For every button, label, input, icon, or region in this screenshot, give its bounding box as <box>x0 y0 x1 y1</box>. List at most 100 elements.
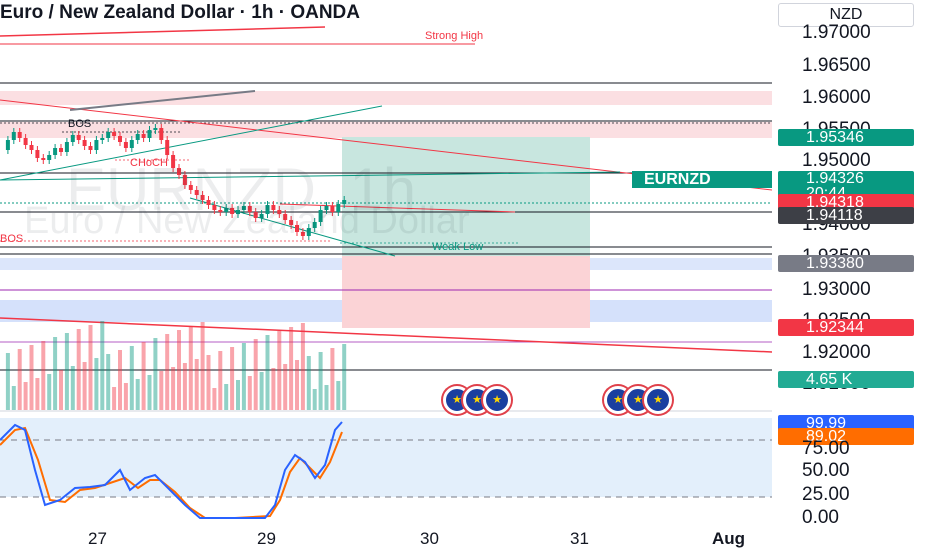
candle-body <box>11 132 16 140</box>
candle-body <box>35 150 40 158</box>
stoch-d-badge: 89.02 <box>778 428 914 445</box>
candle-body <box>259 214 264 218</box>
candle-body <box>324 206 329 210</box>
volume-bar <box>188 326 193 410</box>
level-red-badge: 1.94318 <box>778 194 914 211</box>
eu-flag-icon[interactable]: ★ <box>483 386 511 414</box>
volume-bar <box>295 360 299 410</box>
candle-body <box>300 232 305 236</box>
candle-body <box>306 228 311 236</box>
candle-body <box>177 168 181 175</box>
position-profit-area[interactable] <box>342 137 590 256</box>
volume-bar <box>123 383 128 410</box>
volume-bar <box>47 374 52 410</box>
candle-body <box>336 204 341 212</box>
time-label: 29 <box>257 529 276 548</box>
volume-bar <box>118 350 122 410</box>
volume-bar <box>230 347 235 410</box>
volume-bar <box>182 363 187 410</box>
volume-bar <box>129 346 134 410</box>
lower-level-badge: 1.92344 <box>778 319 914 336</box>
volume-bar <box>94 358 99 410</box>
volume-bar <box>241 343 246 410</box>
candle-body <box>64 142 69 152</box>
candle-body <box>159 128 164 140</box>
volume-bar <box>64 333 69 410</box>
candle-body <box>330 206 335 212</box>
volume-bar <box>224 384 229 410</box>
volume-bar <box>82 362 87 410</box>
candle-body <box>153 128 158 130</box>
currency-selector[interactable]: NZD <box>778 3 914 27</box>
volume-bars <box>5 321 347 410</box>
candle-body <box>289 220 294 225</box>
stoch-k-badge: 99.99 <box>778 415 914 432</box>
price-tick: 1.93000 <box>802 279 871 300</box>
volume-bar <box>342 344 347 410</box>
candle-body <box>182 175 187 185</box>
chart-title[interactable]: Euro / New Zealand Dollar · 1h · OANDA <box>0 2 364 24</box>
candle-body <box>53 148 58 155</box>
position-loss-area[interactable] <box>342 256 590 328</box>
volume-bar <box>330 348 335 410</box>
volume-bar <box>212 388 217 410</box>
candle-body <box>100 138 105 140</box>
chart-canvas[interactable] <box>0 0 772 550</box>
volume-bar <box>312 389 317 410</box>
volume-bar <box>159 371 164 410</box>
candle-body <box>342 200 347 204</box>
volume-bar <box>141 342 146 410</box>
volume-bar <box>41 341 46 410</box>
volume-bar <box>76 329 81 410</box>
time-label: 27 <box>88 529 107 548</box>
volume-bar <box>200 322 205 410</box>
volume-bar <box>17 349 22 410</box>
candle-body <box>206 200 211 205</box>
osc-tick: 0.00 <box>802 507 839 528</box>
volume-bar <box>112 387 117 410</box>
candle-body <box>112 132 117 136</box>
volume-bar <box>70 366 75 410</box>
volume-bar <box>306 356 311 410</box>
volume-bar <box>253 339 258 410</box>
time-label: 30 <box>420 529 439 548</box>
symbol-tag: EURNZD <box>632 171 772 188</box>
volume-bar <box>271 368 276 410</box>
candle-body <box>253 212 258 218</box>
candle-body <box>218 210 223 212</box>
candle-body <box>212 205 217 210</box>
candle-body <box>41 158 46 160</box>
candle-body <box>135 134 140 140</box>
supply-zone-lower <box>0 122 772 138</box>
candle-body <box>271 205 276 210</box>
time-label: 31 <box>570 529 589 548</box>
chart-pane[interactable]: EURNZD, 1h Euro / New Zealand Dollar Eur… <box>0 0 772 550</box>
candle-body <box>247 206 252 212</box>
volume-bar <box>324 385 329 410</box>
volume-bar <box>206 355 211 410</box>
candle-body <box>82 140 87 146</box>
volume-bar <box>106 354 111 410</box>
volume-bar <box>53 337 58 410</box>
candle-body <box>224 208 229 212</box>
price-axis[interactable]: NZD 1.97000 1.96500 1.96000 1.95500 1.95… <box>772 0 932 550</box>
candle-body <box>230 208 235 214</box>
volume-bar <box>100 321 105 410</box>
volume-bar <box>277 331 282 410</box>
candle-body <box>318 210 323 222</box>
price-tick: 1.96500 <box>802 55 871 76</box>
price-tick: 1.92000 <box>802 342 871 363</box>
candlestick-series <box>5 124 347 240</box>
candle-body <box>17 132 22 138</box>
eu-flag-icon[interactable]: ★ <box>644 386 672 414</box>
volume-bar <box>29 345 34 410</box>
candle-body <box>194 190 199 195</box>
volume-bar <box>147 375 152 410</box>
candle-body <box>312 222 317 228</box>
candle-body <box>59 148 63 152</box>
candle-body <box>265 205 270 214</box>
time-label: Aug <box>712 529 746 548</box>
candle-body <box>147 130 152 138</box>
choch-label: CHoCH <box>130 157 168 169</box>
candle-body <box>295 225 299 232</box>
